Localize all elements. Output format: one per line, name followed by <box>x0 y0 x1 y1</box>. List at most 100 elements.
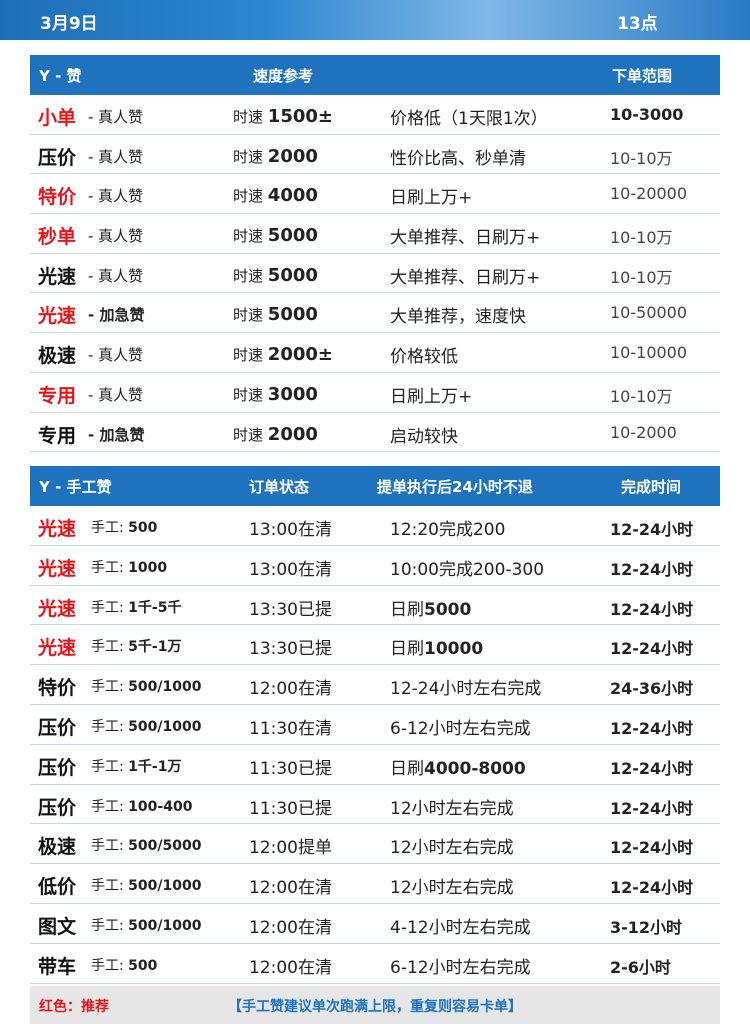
row-note: 4-12小时左右完成 <box>390 913 531 938</box>
manual-prefix: 手工: <box>91 599 124 616</box>
manual-like-table: Y - 手工赞 订单状态 提单执行后24小时不退 完成时间 光速 手工: 500 1… <box>30 466 720 984</box>
note-text: 6-12小时左右完成 <box>390 957 531 978</box>
row-note: 大单推荐、日刷万+ <box>390 228 541 249</box>
speed-value: 5000 <box>267 225 318 247</box>
note-bold-value: 10000 <box>424 639 484 660</box>
manual-prefix: 手工: <box>91 718 124 735</box>
note-text: 12-24小时左右完成 <box>390 679 542 700</box>
row-manual-qty: 手工: 500/1000 <box>91 875 201 895</box>
row-tag: 光速 <box>38 265 77 288</box>
row-tag: 带车 <box>38 955 77 978</box>
speed-value: 2000± <box>267 344 333 366</box>
row-tag: 压价 <box>38 796 77 819</box>
note-bold-value: 4000-8000 <box>424 758 526 779</box>
hour-label: 13点 <box>617 14 658 34</box>
row-manual-qty: 手工: 1千-1万 <box>91 756 181 776</box>
row-note: 日刷上万+ <box>390 188 473 209</box>
row-note: 日刷5000 <box>390 595 471 620</box>
speed-prefix: 时速 <box>233 346 264 365</box>
manual-qty-value: 500/1000 <box>128 718 202 735</box>
top-bar: 3月9日 13点 <box>0 0 750 40</box>
row-like-type: - 真人赞 <box>88 385 144 404</box>
row-like-type: - 真人赞 <box>88 108 144 126</box>
note-text: 12小时左右完成 <box>390 838 514 859</box>
row-range: 10-50000 <box>610 303 688 323</box>
row-finish-time: 24-36小时 <box>610 679 694 699</box>
row-status: 12:00在清 <box>249 957 332 978</box>
row-tag: 光速 <box>38 597 77 620</box>
row-speed: 时速 2000 <box>233 424 318 445</box>
row-speed: 时速 5000 <box>233 265 318 286</box>
note-text: 12:20完成200 <box>390 520 506 540</box>
row-status: 13:00在清 <box>249 559 332 580</box>
row-range: 10-10万 <box>610 148 673 168</box>
speed-prefix: 时速 <box>233 227 264 246</box>
row-tag: 压价 <box>38 146 77 169</box>
row-status: 11:30已提 <box>249 758 332 779</box>
table-body: 小单 - 真人赞 时速 1500± 价格低（1天限1次） 10-3000 压价 - 真人赞时… <box>30 95 720 453</box>
row-speed: 时速 5000 <box>233 225 318 246</box>
table-row: 极速 - 真人赞 时速 2000± 价格较低 10-10000 <box>30 333 720 373</box>
manual-qty-value: 500 <box>128 520 158 536</box>
row-tag: 压价 <box>38 716 77 739</box>
manual-prefix: 手工: <box>91 758 124 775</box>
row-like-type: - 加急赞 <box>88 306 145 325</box>
row-range: 10-10000 <box>610 343 688 363</box>
row-tag: 专用 <box>38 424 77 447</box>
manual-prefix: 手工: <box>91 559 124 576</box>
table-row: 特价 - 真人赞 时速 4000 日刷上万+ 10-20000 <box>30 174 720 215</box>
row-tag: 特价 <box>38 677 77 700</box>
note-bold-value: 5000 <box>424 599 472 620</box>
row-note: 大单推荐、日刷万+ <box>390 267 541 288</box>
row-finish-time: 12-24小时 <box>610 878 694 898</box>
manual-qty-value: 500/1000 <box>128 917 202 934</box>
table-row: 光速 - 真人赞 时速 5000 大单推荐、日刷万+ 10-10万 <box>30 254 720 294</box>
row-note: 价格低（1天限1次） <box>390 109 548 129</box>
row-tag: 图文 <box>38 915 77 938</box>
manual-prefix: 手工: <box>91 520 124 536</box>
row-manual-qty: 手工: 500 <box>91 955 157 975</box>
row-manual-qty: 手工: 100-400 <box>91 796 192 816</box>
table-row: 压价 手工: 500/1000 11:30在清 6-12小时左右完成 12-24小时 <box>30 705 720 745</box>
speed-value: 2000 <box>267 423 318 445</box>
row-note: 大单推荐，速度快 <box>390 307 526 328</box>
row-manual-qty: 手工: 1千-5千 <box>91 597 181 617</box>
note-text: 12小时左右完成 <box>390 878 514 899</box>
header-speed: 速度参考 <box>253 67 314 85</box>
header-type: Y - 手工赞 <box>39 478 112 496</box>
manual-qty-value: 100-400 <box>128 798 193 815</box>
table-row: 光速 手工: 500 13:00在清 12:20完成200 12-24小时 <box>30 506 720 546</box>
row-like-type: - 真人赞 <box>88 227 144 246</box>
row-manual-qty: 手工: 500/1000 <box>91 915 201 935</box>
speed-prefix: 时速 <box>233 385 264 404</box>
row-tag: 秒单 <box>38 226 77 249</box>
speed-value: 3000 <box>267 383 318 405</box>
table-header: Y - 赞 速度参考 下单范围 <box>30 55 720 95</box>
row-finish-time: 12-24小时 <box>610 718 694 738</box>
row-finish-time: 12-24小时 <box>610 599 694 619</box>
manual-prefix: 手工: <box>91 639 124 656</box>
row-note: 日刷上万+ <box>390 386 473 407</box>
date-label: 3月9日 <box>40 14 98 34</box>
speed-value: 4000 <box>267 185 318 207</box>
row-tag: 极速 <box>38 836 77 859</box>
row-manual-qty: 手工: 5千-1万 <box>91 636 181 656</box>
table-row: 极速 手工: 500/5000 12:00提单 12小时左右完成 12-24小时 <box>30 824 720 865</box>
manual-qty-value: 500/1000 <box>128 679 202 696</box>
speed-prefix: 时速 <box>233 187 264 206</box>
row-tag: 低价 <box>38 876 77 899</box>
row-tag: 光速 <box>38 557 77 580</box>
manual-prefix: 手工: <box>91 679 124 696</box>
row-tag: 光速 <box>38 518 77 540</box>
row-like-type: - 真人赞 <box>88 187 144 206</box>
header-type: Y - 赞 <box>39 67 82 85</box>
speed-value: 1500± <box>267 106 333 127</box>
table-row: 光速 - 加急赞 时速 5000 大单推荐，速度快 10-50000 <box>30 293 720 334</box>
speed-prefix: 时速 <box>233 266 264 285</box>
manual-prefix: 手工: <box>91 798 124 815</box>
row-range: 10-2000 <box>610 422 677 442</box>
manual-qty-value: 1千-1万 <box>128 758 182 775</box>
manual-qty-value: 5千-1万 <box>128 639 182 656</box>
row-finish-time: 2-6小时 <box>610 957 671 977</box>
row-range: 10-20000 <box>610 184 688 204</box>
